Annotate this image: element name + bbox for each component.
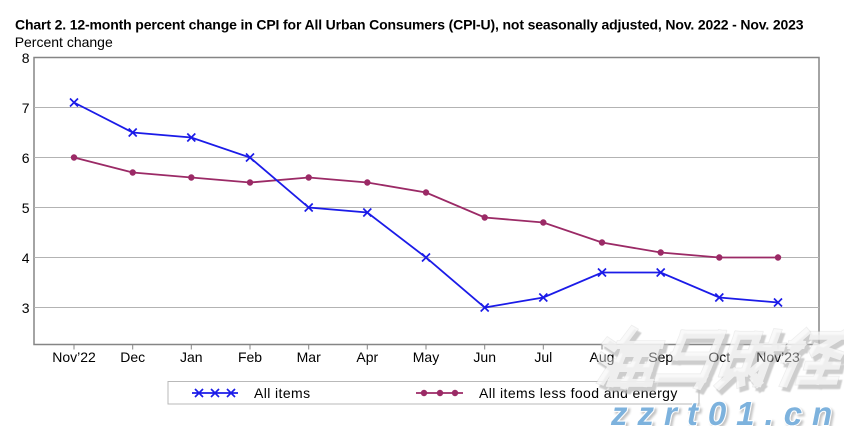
svg-text:Aug: Aug bbox=[590, 349, 615, 365]
svg-text:Sep: Sep bbox=[648, 349, 673, 365]
svg-text:Oct: Oct bbox=[708, 349, 730, 365]
svg-text:Feb: Feb bbox=[238, 349, 262, 365]
svg-text:3: 3 bbox=[22, 300, 30, 316]
svg-text:5: 5 bbox=[22, 200, 30, 216]
svg-text:Nov’23: Nov’23 bbox=[756, 349, 800, 365]
svg-text:Jul: Jul bbox=[534, 349, 552, 365]
svg-text:7: 7 bbox=[22, 100, 30, 116]
svg-text:zzrt01.cn: zzrt01.cn bbox=[610, 395, 842, 426]
svg-text:Jan: Jan bbox=[180, 349, 203, 365]
svg-text:Chart 2. 12-month percent chan: Chart 2. 12-month percent change in CPI … bbox=[15, 17, 804, 33]
svg-text:Percent change: Percent change bbox=[15, 34, 113, 50]
svg-text:May: May bbox=[413, 349, 439, 365]
svg-text:8: 8 bbox=[22, 50, 30, 66]
svg-text:4: 4 bbox=[22, 250, 30, 266]
svg-text:6: 6 bbox=[22, 150, 30, 166]
svg-text:All items: All items bbox=[254, 385, 311, 401]
svg-text:Dec: Dec bbox=[120, 349, 145, 365]
svg-text:Mar: Mar bbox=[297, 349, 321, 365]
svg-text:Nov’22: Nov’22 bbox=[52, 349, 96, 365]
svg-text:Jun: Jun bbox=[473, 349, 496, 365]
svg-text:Apr: Apr bbox=[356, 349, 378, 365]
